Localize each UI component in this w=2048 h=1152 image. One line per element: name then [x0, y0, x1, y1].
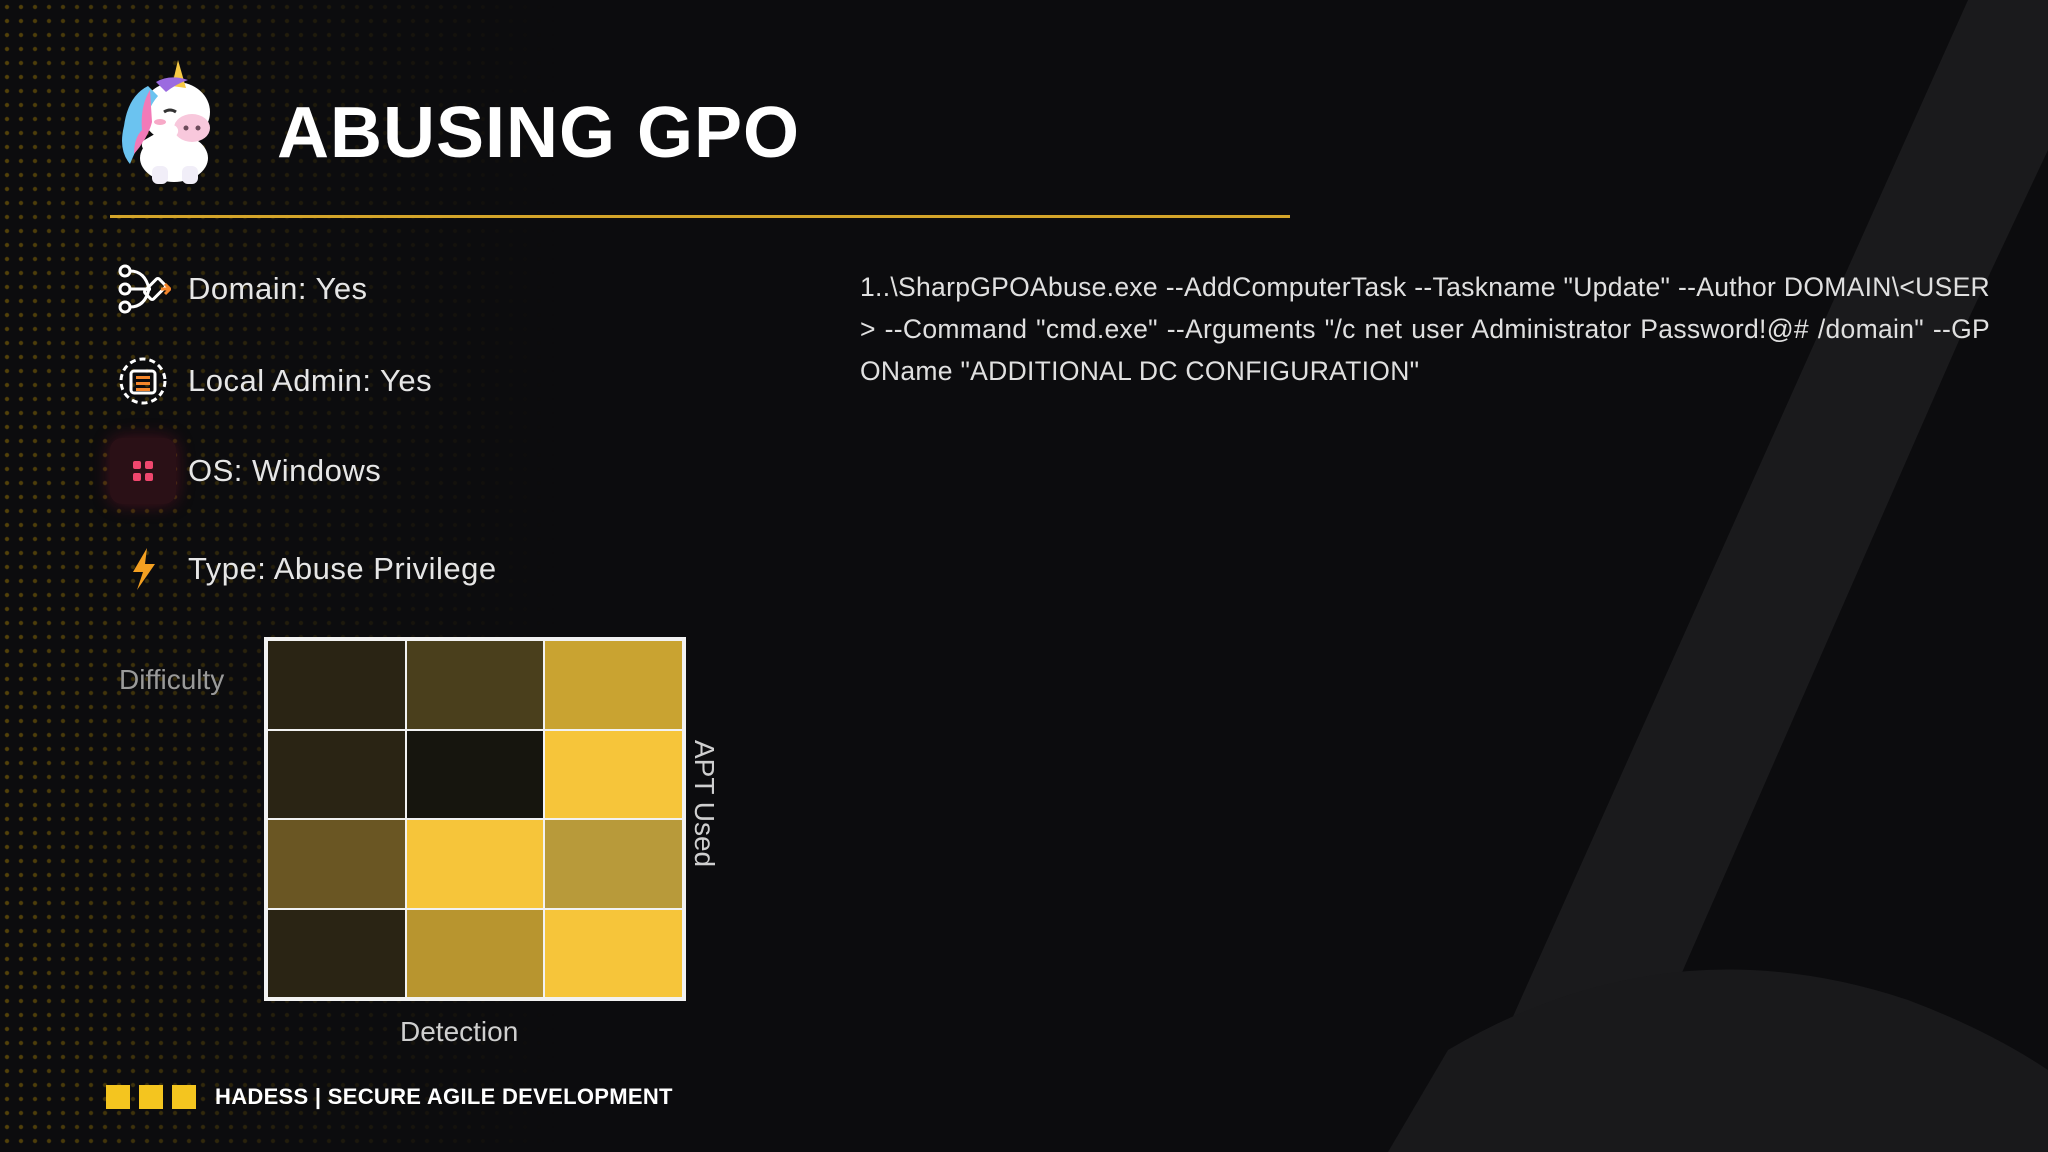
brand-square: [172, 1085, 196, 1109]
matrix-cell: [267, 819, 406, 909]
property-type: Type: Abuse Privilege: [110, 534, 497, 604]
apt-used-label: APT Used: [689, 740, 720, 868]
property-os: OS: Windows: [110, 436, 381, 506]
matrix-cell: [267, 908, 406, 998]
background-logo-mark: [1388, 0, 2048, 1152]
property-local-admin: Local Admin: Yes: [110, 346, 432, 416]
difficulty-label: Difficulty: [119, 664, 225, 695]
admin-list-icon: [110, 348, 176, 414]
matrix-cell: [267, 729, 406, 819]
matrix-cell: [544, 819, 683, 909]
matrix-cell: [544, 729, 683, 819]
property-label: Local Admin: Yes: [188, 363, 433, 398]
command-text: 1..\SharpGPOAbuse.exe --AddComputerTask …: [860, 272, 1990, 386]
footer-brand: HADESS | SECURE AGILE DEVELOPMENT: [215, 1084, 673, 1109]
brand-square: [139, 1085, 163, 1109]
matrix-cell: [405, 640, 545, 730]
property-domain: Domain: Yes: [110, 254, 368, 324]
footer: HADESS | SECURE AGILE DEVELOPMENT: [106, 1084, 673, 1110]
property-label: OS: Windows: [188, 453, 382, 488]
workflow-icon: [110, 256, 176, 322]
matrix-cell: [405, 729, 545, 819]
matrix-cell: [544, 640, 683, 730]
brand-square: [106, 1085, 130, 1109]
matrix-cell: [267, 640, 406, 730]
lightning-icon: [110, 536, 176, 602]
matrix-cell: [405, 908, 545, 998]
property-label: Type: Abuse Privilege: [188, 551, 497, 586]
property-label: Domain: Yes: [188, 271, 368, 306]
detection-label: Detection: [400, 1016, 519, 1047]
title-underline: [110, 215, 1290, 218]
matrix-cell: [405, 819, 545, 909]
matrix-cell: [544, 908, 683, 998]
risk-matrix: [264, 637, 686, 1001]
slide-title: ABUSING GPO: [277, 93, 801, 173]
unicorn-logo: [122, 60, 210, 184]
windows-icon: [110, 438, 176, 504]
